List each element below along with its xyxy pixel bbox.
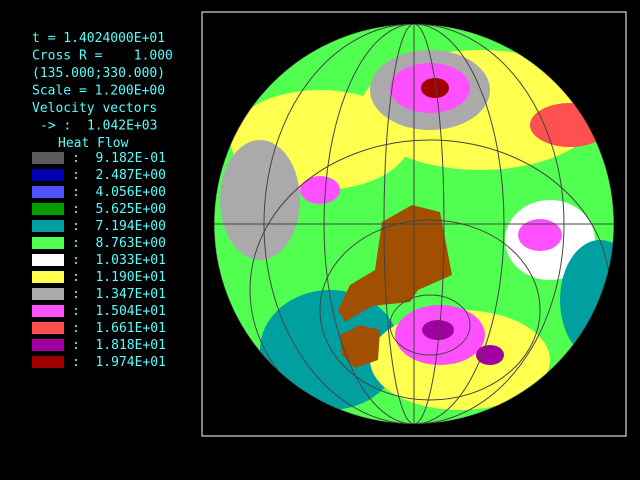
legend-swatch xyxy=(32,203,64,215)
legend-label: : 1.818E+01 xyxy=(72,338,166,353)
legend-label: : 8.763E+00 xyxy=(72,236,166,251)
info-line: t = 1.4024000E+01 xyxy=(32,31,165,46)
legend-label: : 5.625E+00 xyxy=(72,202,166,217)
legend-label: : 1.504E+01 xyxy=(72,304,166,319)
legend-label: : 9.182E-01 xyxy=(72,151,166,166)
legend-swatch xyxy=(32,152,64,164)
legend-swatch xyxy=(32,271,64,283)
legend-label: : 4.056E+00 xyxy=(72,185,166,200)
legend-label: : 2.487E+00 xyxy=(72,168,166,183)
legend-swatch xyxy=(32,288,64,300)
legend-swatch xyxy=(32,339,64,351)
globe xyxy=(214,24,614,424)
info-line: Cross R = 1.000 xyxy=(32,49,173,64)
legend-swatch xyxy=(32,220,64,232)
legend-label: : 1.661E+01 xyxy=(72,321,166,336)
legend-swatch xyxy=(32,305,64,317)
legend-swatch xyxy=(32,356,64,368)
legend-swatch xyxy=(32,169,64,181)
info-line: Velocity vectors xyxy=(32,101,157,116)
legend-swatch xyxy=(32,237,64,249)
legend-label: : 1.974E+01 xyxy=(72,355,166,370)
info-line: (135.000;330.000) xyxy=(32,66,165,81)
legend-swatch xyxy=(32,322,64,334)
legend-label: : 1.033E+01 xyxy=(72,253,166,268)
info-line: -> : 1.042E+03 xyxy=(40,119,157,134)
legend-swatch xyxy=(32,254,64,266)
legend-swatch xyxy=(32,186,64,198)
legend-label: : 1.347E+01 xyxy=(72,287,166,302)
frame xyxy=(201,11,627,437)
legend-title: Heat Flow xyxy=(58,136,129,151)
legend-label: : 1.190E+01 xyxy=(72,270,166,285)
info-line: Scale = 1.200E+00 xyxy=(32,84,165,99)
legend-label: : 7.194E+00 xyxy=(72,219,166,234)
